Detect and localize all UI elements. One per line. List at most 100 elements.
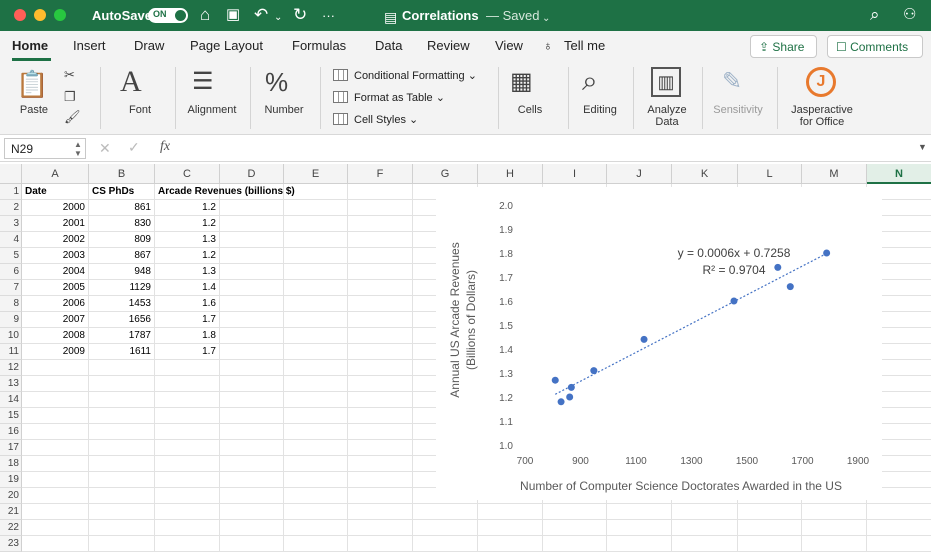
cell-l23[interactable] [738,536,802,552]
cell-f5[interactable] [348,248,413,264]
row-header-22[interactable]: 22 [0,520,22,536]
cell-a8[interactable]: 2006 [22,296,89,312]
cell-a21[interactable] [22,504,89,520]
cell-b10[interactable]: 1787 [89,328,155,344]
cell-n13[interactable] [867,376,931,392]
cell-n10[interactable] [867,328,931,344]
cell-b8[interactable]: 1453 [89,296,155,312]
cell-n11[interactable] [867,344,931,360]
cell-c2[interactable]: 1.2 [155,200,220,216]
data-point[interactable] [640,335,648,343]
cell-n2[interactable] [867,200,931,216]
cell-f9[interactable] [348,312,413,328]
cell-a3[interactable]: 2001 [22,216,89,232]
row-header-5[interactable]: 5 [0,248,22,264]
copy-icon[interactable]: ❐ [64,89,76,104]
format-painter-icon[interactable]: 🖌 [64,109,81,124]
cell-b18[interactable] [89,456,155,472]
cell-j22[interactable] [607,520,672,536]
insert-function-icon[interactable]: fx [160,139,171,154]
cell-c8[interactable]: 1.6 [155,296,220,312]
cell-e9[interactable] [284,312,348,328]
cell-b2[interactable]: 861 [89,200,155,216]
cell-f22[interactable] [348,520,413,536]
row-header-9[interactable]: 9 [0,312,22,328]
cell-n8[interactable] [867,296,931,312]
redo-icon[interactable]: ↻ [293,5,308,24]
column-header-j[interactable]: J [607,164,672,184]
cell-f7[interactable] [348,280,413,296]
percent-icon[interactable]: % [265,67,289,97]
tab-draw[interactable]: Draw [134,38,165,53]
cell-d9[interactable] [220,312,284,328]
row-header-17[interactable]: 17 [0,440,22,456]
cell-f4[interactable] [348,232,413,248]
row-header-4[interactable]: 4 [0,232,22,248]
cell-f20[interactable] [348,488,413,504]
cell-b5[interactable]: 867 [89,248,155,264]
cell-f8[interactable] [348,296,413,312]
cell-c6[interactable]: 1.3 [155,264,220,280]
conditional-formatting-button[interactable]: Conditional Formatting ⌄ [333,69,477,82]
cell-d23[interactable] [220,536,284,552]
row-header-7[interactable]: 7 [0,280,22,296]
cell-g21[interactable] [413,504,478,520]
cell-f10[interactable] [348,328,413,344]
cell-e8[interactable] [284,296,348,312]
cell-styles-button[interactable]: Cell Styles ⌄ [333,113,418,126]
cell-c4[interactable]: 1.3 [155,232,220,248]
cell-c5[interactable]: 1.2 [155,248,220,264]
jasperactive-logo-icon[interactable]: J [806,67,836,97]
cell-f23[interactable] [348,536,413,552]
alignment-button[interactable]: Alignment [187,104,237,116]
cell-b22[interactable] [89,520,155,536]
cell-e19[interactable] [284,472,348,488]
row-header-6[interactable]: 6 [0,264,22,280]
column-header-n[interactable]: N [867,164,931,184]
formula-input[interactable] [184,138,904,159]
cell-c10[interactable]: 1.8 [155,328,220,344]
data-point[interactable] [551,376,559,384]
data-point[interactable] [774,263,782,271]
cell-e12[interactable] [284,360,348,376]
cell-b16[interactable] [89,424,155,440]
cell-e18[interactable] [284,456,348,472]
cell-b11[interactable]: 1611 [89,344,155,360]
cell-c7[interactable]: 1.4 [155,280,220,296]
tab-formulas[interactable]: Formulas [292,38,347,53]
data-point[interactable] [730,297,738,305]
cell-e11[interactable] [284,344,348,360]
cell-b4[interactable]: 809 [89,232,155,248]
cell-d5[interactable] [220,248,284,264]
cell-c11[interactable]: 1.7 [155,344,220,360]
cell-k22[interactable] [672,520,738,536]
tab-view[interactable]: View [495,38,523,53]
cell-a1[interactable]: Date [22,184,89,200]
cell-l21[interactable] [738,504,802,520]
cell-b19[interactable] [89,472,155,488]
data-point[interactable] [823,249,831,257]
cell-f21[interactable] [348,504,413,520]
cell-f19[interactable] [348,472,413,488]
cell-m23[interactable] [802,536,867,552]
select-all-corner[interactable] [0,164,22,184]
cell-b9[interactable]: 1656 [89,312,155,328]
cell-n12[interactable] [867,360,931,376]
cell-c13[interactable] [155,376,220,392]
tab-home[interactable]: Home [12,38,49,53]
cell-a23[interactable] [22,536,89,552]
cell-a9[interactable]: 2007 [22,312,89,328]
cell-d11[interactable] [220,344,284,360]
expand-formula-bar-icon[interactable]: ▼ [918,142,927,152]
column-header-c[interactable]: C [155,164,220,184]
font-button[interactable]: Font [128,104,151,116]
minimize-window-button[interactable] [34,9,46,21]
cell-e6[interactable] [284,264,348,280]
cell-d21[interactable] [220,504,284,520]
column-header-f[interactable]: F [348,164,413,184]
cell-b15[interactable] [89,408,155,424]
cell-d4[interactable] [220,232,284,248]
name-box-stepper-icon[interactable]: ▲ ▼ [74,140,82,158]
cell-a11[interactable]: 2009 [22,344,89,360]
cell-c12[interactable] [155,360,220,376]
